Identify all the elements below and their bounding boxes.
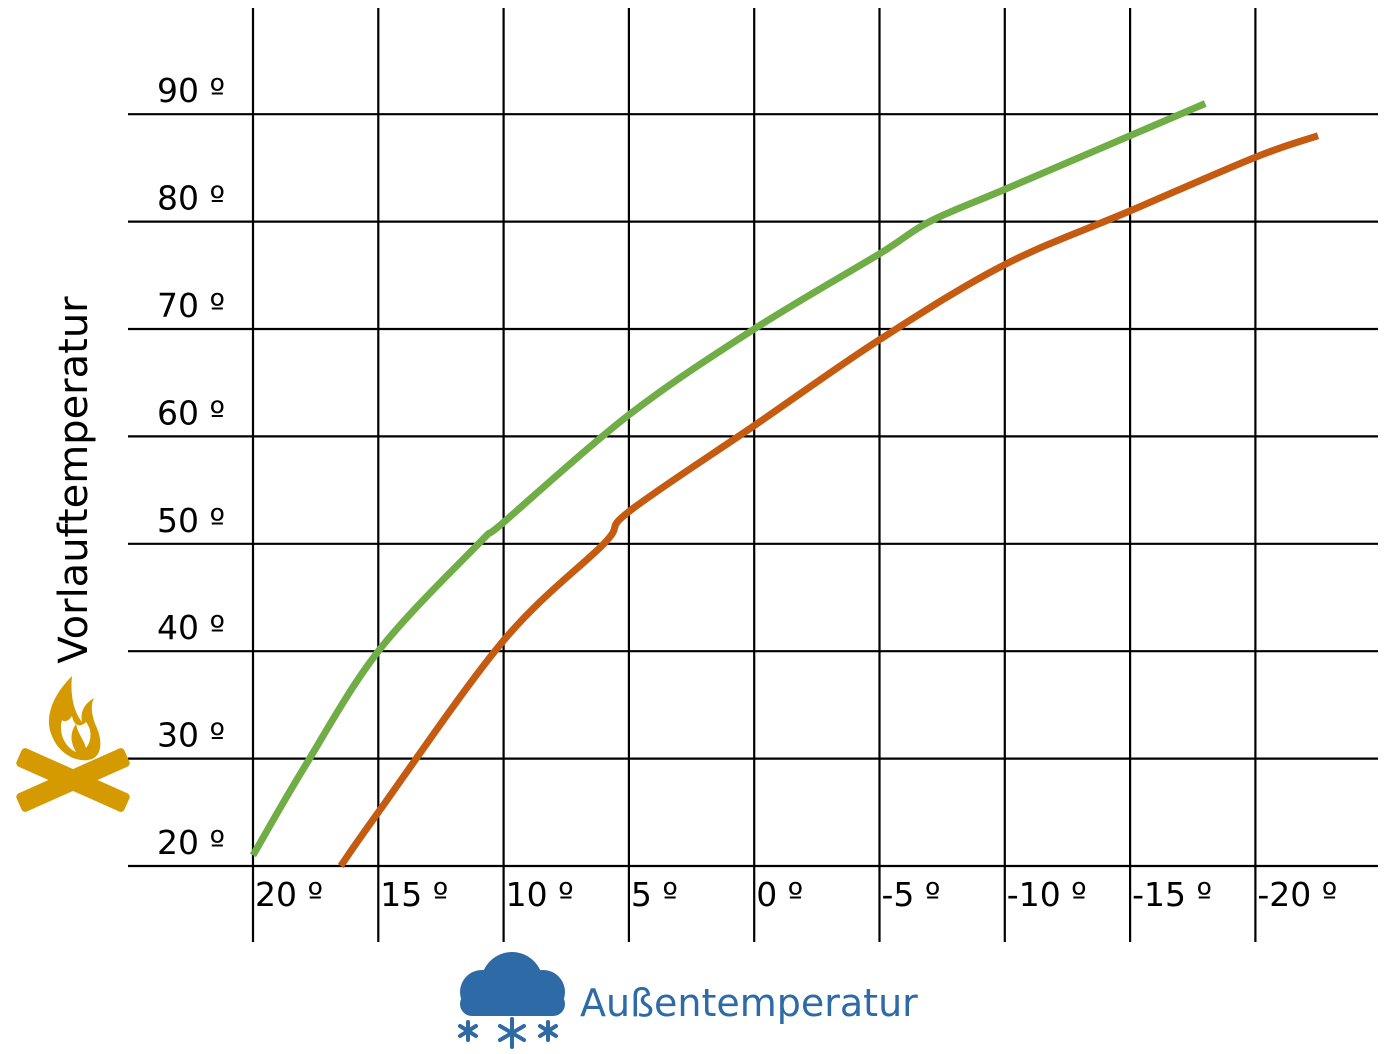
x-tick-label: 10 º <box>506 875 574 914</box>
y-tick-label: 30 º <box>157 716 225 755</box>
y-tick-label: 50 º <box>157 501 225 540</box>
x-tick-label: 20 º <box>255 875 323 914</box>
series-lines <box>249 100 1320 869</box>
series-line-1 <box>249 100 1207 858</box>
x-axis-label: Außentemperatur <box>580 981 918 1025</box>
x-tick-label: 5 º <box>631 875 678 914</box>
y-tick-label: 40 º <box>157 608 225 647</box>
x-tick-label: -5 º <box>882 875 941 914</box>
y-tick-label: 90 º <box>157 71 225 110</box>
grid <box>128 8 1378 942</box>
y-axis-label: Vorlauftemperatur <box>51 296 97 664</box>
y-tick-label: 60 º <box>157 393 225 432</box>
snow-cloud-icon <box>458 952 565 1049</box>
y-tick-label: 20 º <box>157 823 225 862</box>
y-tick-labels: 20 º 30 º 40 º 50 º 60 º 70 º 80 º 90 º <box>157 71 225 862</box>
x-tick-label: -10 º <box>1007 875 1087 914</box>
x-tick-labels: 20 º 15 º 10 º 5 º 0 º -5 º -10 º -15 º -20 º <box>255 875 1337 914</box>
y-tick-label: 70 º <box>157 286 225 325</box>
campfire-icon <box>16 676 130 812</box>
x-tick-label: 0 º <box>756 875 803 914</box>
x-tick-label: -15 º <box>1132 875 1212 914</box>
series-line-2 <box>337 132 1320 869</box>
x-tick-label: 15 º <box>380 875 448 914</box>
x-tick-label: -20 º <box>1257 875 1337 914</box>
y-tick-label: 80 º <box>157 179 225 218</box>
